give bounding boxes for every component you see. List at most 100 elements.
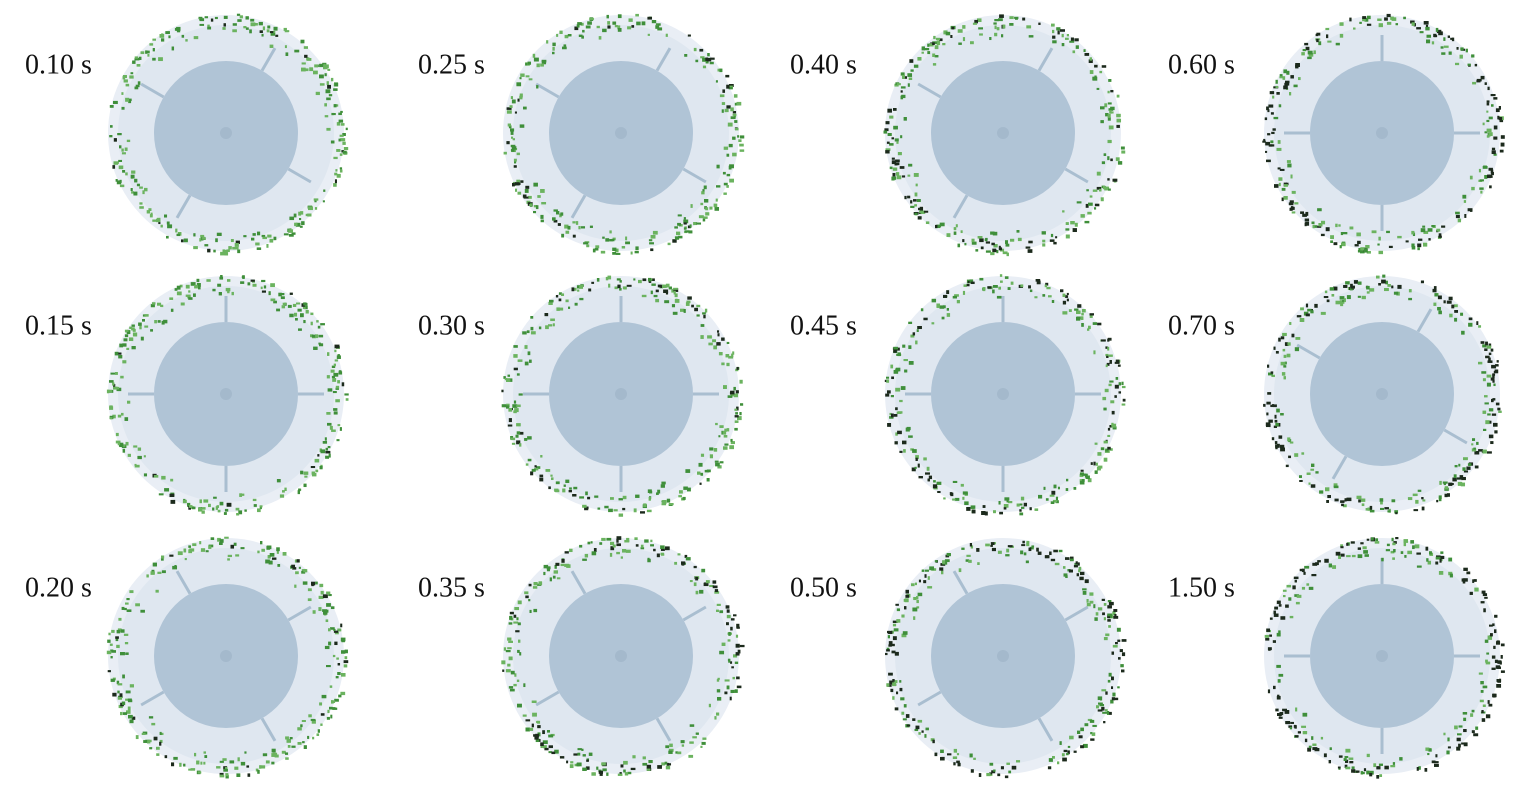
particle bbox=[220, 275, 223, 278]
particle bbox=[109, 135, 113, 138]
particle bbox=[229, 760, 235, 764]
particle bbox=[675, 751, 678, 754]
particle bbox=[505, 669, 511, 673]
particle bbox=[1089, 592, 1094, 596]
particle bbox=[1397, 284, 1402, 289]
particle bbox=[949, 492, 953, 496]
particle bbox=[1286, 70, 1290, 75]
particle bbox=[134, 86, 139, 90]
particle bbox=[887, 390, 891, 394]
particle bbox=[1373, 763, 1377, 768]
particle bbox=[648, 496, 651, 501]
particle bbox=[265, 760, 270, 764]
particle bbox=[234, 766, 239, 770]
particle bbox=[901, 633, 907, 638]
particle bbox=[998, 286, 1002, 290]
particle bbox=[313, 70, 318, 75]
particle bbox=[1411, 230, 1415, 235]
particle bbox=[528, 583, 532, 587]
particle bbox=[116, 629, 121, 634]
particle bbox=[523, 683, 526, 688]
particle bbox=[335, 385, 340, 389]
particle bbox=[1051, 490, 1056, 495]
particle bbox=[289, 292, 293, 295]
particle bbox=[341, 382, 345, 387]
particle bbox=[624, 772, 629, 776]
particle bbox=[579, 496, 585, 499]
particle bbox=[167, 224, 173, 229]
particle bbox=[124, 147, 128, 151]
particle bbox=[716, 689, 721, 693]
particle bbox=[332, 378, 337, 382]
particle bbox=[908, 77, 913, 81]
particle bbox=[146, 574, 149, 578]
particle bbox=[1097, 607, 1103, 611]
particle bbox=[599, 542, 603, 545]
particle bbox=[188, 768, 192, 771]
particle bbox=[916, 606, 920, 609]
particle bbox=[1062, 300, 1067, 305]
particle bbox=[1094, 207, 1097, 210]
particle bbox=[996, 27, 1000, 31]
particle bbox=[1319, 490, 1324, 494]
particle bbox=[147, 53, 150, 57]
particle bbox=[281, 750, 286, 754]
particle bbox=[731, 666, 734, 669]
particle bbox=[923, 580, 927, 584]
particle bbox=[524, 345, 528, 349]
particle bbox=[254, 23, 258, 26]
particle bbox=[1422, 225, 1426, 228]
hub bbox=[220, 388, 232, 400]
particle bbox=[1345, 766, 1351, 770]
particle bbox=[539, 477, 544, 482]
particle bbox=[577, 22, 582, 26]
time-label: 0.30 s bbox=[418, 310, 485, 341]
particle bbox=[564, 551, 569, 554]
particle bbox=[116, 387, 122, 392]
particle bbox=[933, 480, 936, 483]
particle bbox=[669, 743, 673, 748]
particle bbox=[1366, 538, 1370, 541]
particle bbox=[1480, 341, 1485, 344]
particle bbox=[1360, 247, 1365, 251]
particle bbox=[1384, 17, 1388, 21]
particle bbox=[502, 669, 505, 672]
particle bbox=[560, 563, 565, 567]
particle bbox=[1335, 223, 1338, 228]
particle bbox=[174, 27, 178, 31]
particle bbox=[1103, 721, 1106, 724]
particle bbox=[517, 649, 520, 653]
particle bbox=[635, 544, 639, 547]
particle bbox=[218, 292, 222, 296]
particle bbox=[583, 242, 589, 245]
particle bbox=[721, 109, 724, 113]
particle bbox=[719, 650, 725, 655]
particle bbox=[1280, 336, 1285, 340]
particle bbox=[971, 238, 975, 243]
particle bbox=[1456, 47, 1459, 50]
particle bbox=[227, 289, 230, 294]
particle bbox=[527, 458, 532, 462]
particle bbox=[282, 490, 285, 493]
particle bbox=[197, 771, 202, 774]
particle bbox=[700, 324, 705, 327]
particle bbox=[139, 202, 143, 205]
particle bbox=[219, 774, 225, 778]
particle bbox=[1451, 304, 1455, 309]
particle bbox=[918, 207, 921, 211]
particle bbox=[1121, 669, 1125, 673]
particle bbox=[641, 294, 647, 298]
particle bbox=[1443, 300, 1446, 304]
particle bbox=[623, 760, 628, 765]
particle bbox=[719, 610, 724, 614]
particle bbox=[1487, 360, 1493, 363]
particle bbox=[1295, 601, 1300, 605]
particle bbox=[702, 65, 707, 69]
particle bbox=[296, 302, 301, 305]
particle bbox=[957, 243, 961, 248]
particle bbox=[1265, 637, 1270, 641]
particle bbox=[992, 231, 998, 236]
particle bbox=[200, 761, 203, 765]
particle bbox=[1395, 537, 1399, 540]
particle bbox=[687, 487, 691, 492]
